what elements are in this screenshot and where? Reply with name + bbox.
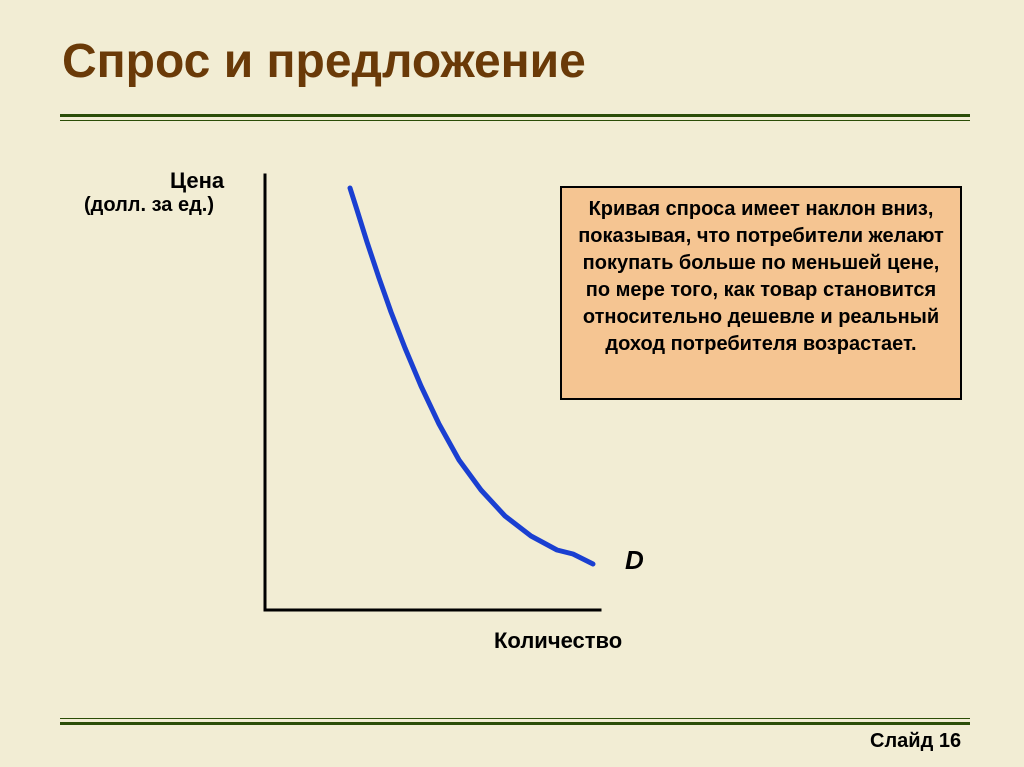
divider-top: [60, 114, 970, 121]
curve-label-d: D: [625, 545, 644, 576]
slide-title: Спрос и предложение: [62, 34, 586, 89]
divider-bottom: [60, 718, 970, 725]
slide: Спрос и предложение Цена (долл. за ед.) …: [0, 0, 1024, 767]
y-axis-label-line1: Цена: [170, 168, 224, 194]
y-axis-label-line2: (долл. за ед.): [84, 194, 214, 217]
x-axis-label: Количество: [494, 628, 622, 654]
slide-number: Слайд 16: [870, 730, 961, 753]
explanation-callout: Кривая спроса имеет наклон вниз, показыв…: [560, 186, 962, 400]
